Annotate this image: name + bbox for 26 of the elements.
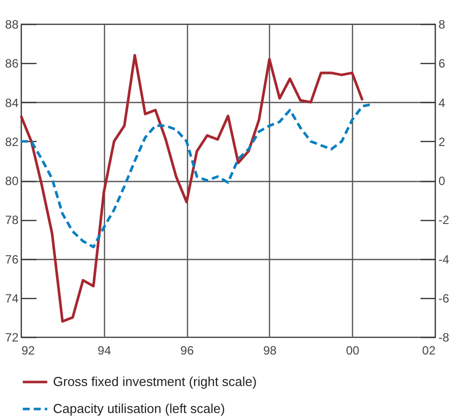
- y2-tick-label: 4: [438, 96, 446, 110]
- x-tick-label: 00: [346, 344, 360, 358]
- y-tick-label: 78: [5, 213, 19, 228]
- y2-tick-label: -8: [438, 330, 450, 344]
- legend-label: Gross fixed investment (right scale): [53, 374, 257, 389]
- y2-tick-label: 8: [438, 18, 446, 32]
- x-tick-label: 98: [263, 344, 277, 358]
- y-tick-label: 88: [5, 18, 19, 32]
- y-tick-label: 82: [5, 134, 19, 149]
- x-tick-label: 96: [180, 344, 194, 358]
- x-tick-label: 02: [422, 344, 436, 358]
- y-tick-label: 86: [5, 56, 19, 71]
- y-tick-label: 84: [5, 96, 19, 110]
- y2-tick-label: -6: [438, 291, 450, 306]
- y2-tick-label: -2: [438, 213, 450, 228]
- y-tick-label: 76: [5, 252, 19, 266]
- y-tick-label: 80: [5, 174, 19, 188]
- x-tick-label: 94: [98, 344, 112, 358]
- y2-tick-label: -4: [438, 252, 450, 266]
- y2-tick-label: 6: [438, 56, 446, 71]
- y-tick-label: 74: [5, 291, 19, 306]
- y2-tick-label: 0: [438, 174, 446, 188]
- x-tick-label: 92: [22, 344, 36, 358]
- legend-label: Capacity utilisation (left scale): [53, 401, 225, 416]
- y2-tick-label: 2: [438, 134, 446, 149]
- y-tick-label: 72: [5, 330, 19, 344]
